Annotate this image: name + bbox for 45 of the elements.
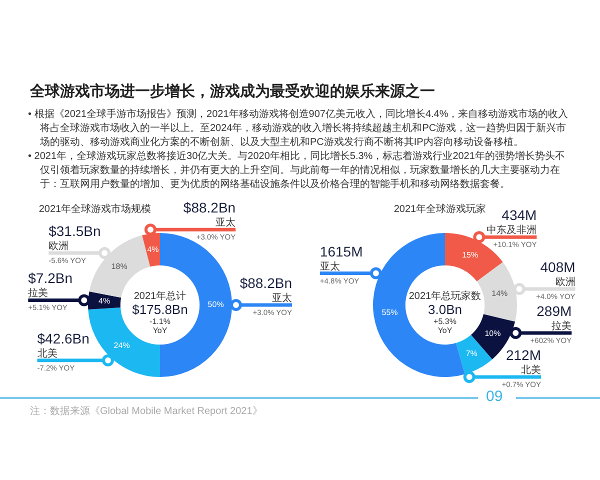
slice-label: 拉美 [552, 320, 572, 332]
text: 408M [540, 259, 576, 275]
text: $31.5Bn [48, 222, 101, 239]
text: • 2021年，全球游戏玩家总数将接近30亿大关。与2020年相比，同比增长5.3%，标志着游戏行业2021年的强势增长势头不仅引领着玩家数量的持续增长，并仍有更大的上升空间。与此前每一年的情况相似，玩家数量增长的几大主要驱动力在于：互联网用户数量的增加、更为优质的网络基础设施条件以及价格合理的智能手机和移动网络数据套餐。 [28, 150, 566, 192]
text: 2021年总玩家数 [408, 290, 482, 302]
text: 全球游戏市场进一步增长，游戏成为最受欢迎的娱乐来源之一 [30, 82, 435, 101]
text: -1.1% [150, 317, 170, 326]
slice-label: 亚太 [216, 216, 236, 229]
text: 1615M [320, 243, 363, 260]
text: 3.0Bn [428, 302, 462, 317]
text: 289M [536, 303, 572, 319]
text: 09 [486, 388, 503, 405]
text: $42.6Bn [37, 330, 90, 346]
data-label: 10% [484, 329, 501, 338]
slice-label: 欧洲 [48, 240, 69, 252]
chart-title: 2021年全球游戏市场规模 [38, 203, 152, 215]
text: 注：数据来源《Global Mobile Market Report 2021》 [30, 404, 262, 418]
data-label: 50% [208, 300, 224, 310]
data-label: 24% [114, 340, 130, 350]
slice-label: 北美 [521, 364, 542, 376]
text: 434M [502, 207, 537, 224]
text: • 根据《2021全球手游市场报告》预测，2021年移动游戏将创造907亿美元收入，同比增长4.4%，来自移动游戏市场的收入将占全球游戏市场收入的一半以上。至2024年，移动游戏的收入增长将持续超越主机和PC游戏，这一趋势归因于新兴市场的驱动、移动游戏商业化方案的不断创新、以及大型主机和PC游戏发行商不断将其IP内容向移动设备移植。 [28, 108, 570, 150]
text: YoY [152, 326, 168, 335]
text: +5.3% [434, 317, 456, 326]
slice-label: 亚太 [320, 260, 340, 272]
text: $88.2Bn [240, 275, 292, 291]
data-label: 4% [98, 296, 110, 306]
chart-title: 2021年全球游戏玩家 [394, 203, 486, 215]
text: $175.8Bn [132, 302, 188, 317]
data-label: 15% [462, 250, 478, 260]
slice-label: 北美 [37, 347, 58, 360]
data-label: 55% [382, 308, 398, 317]
text: $88.2Bn [183, 200, 236, 216]
slice-label: 亚太 [272, 292, 292, 304]
data-label: 18% [111, 262, 128, 272]
text: YoY [438, 326, 453, 335]
slice-label: 拉美 [28, 287, 48, 300]
text: 2021年总计 [134, 290, 186, 302]
text: $7.2Bn [28, 270, 73, 286]
text: 212M [506, 347, 542, 363]
data-label: 7% [466, 349, 478, 358]
data-label: 14% [492, 289, 508, 298]
slice-label: 欧洲 [555, 276, 576, 288]
legend-label: 中东及非洲 [486, 224, 537, 236]
data-label: 4% [147, 244, 159, 254]
